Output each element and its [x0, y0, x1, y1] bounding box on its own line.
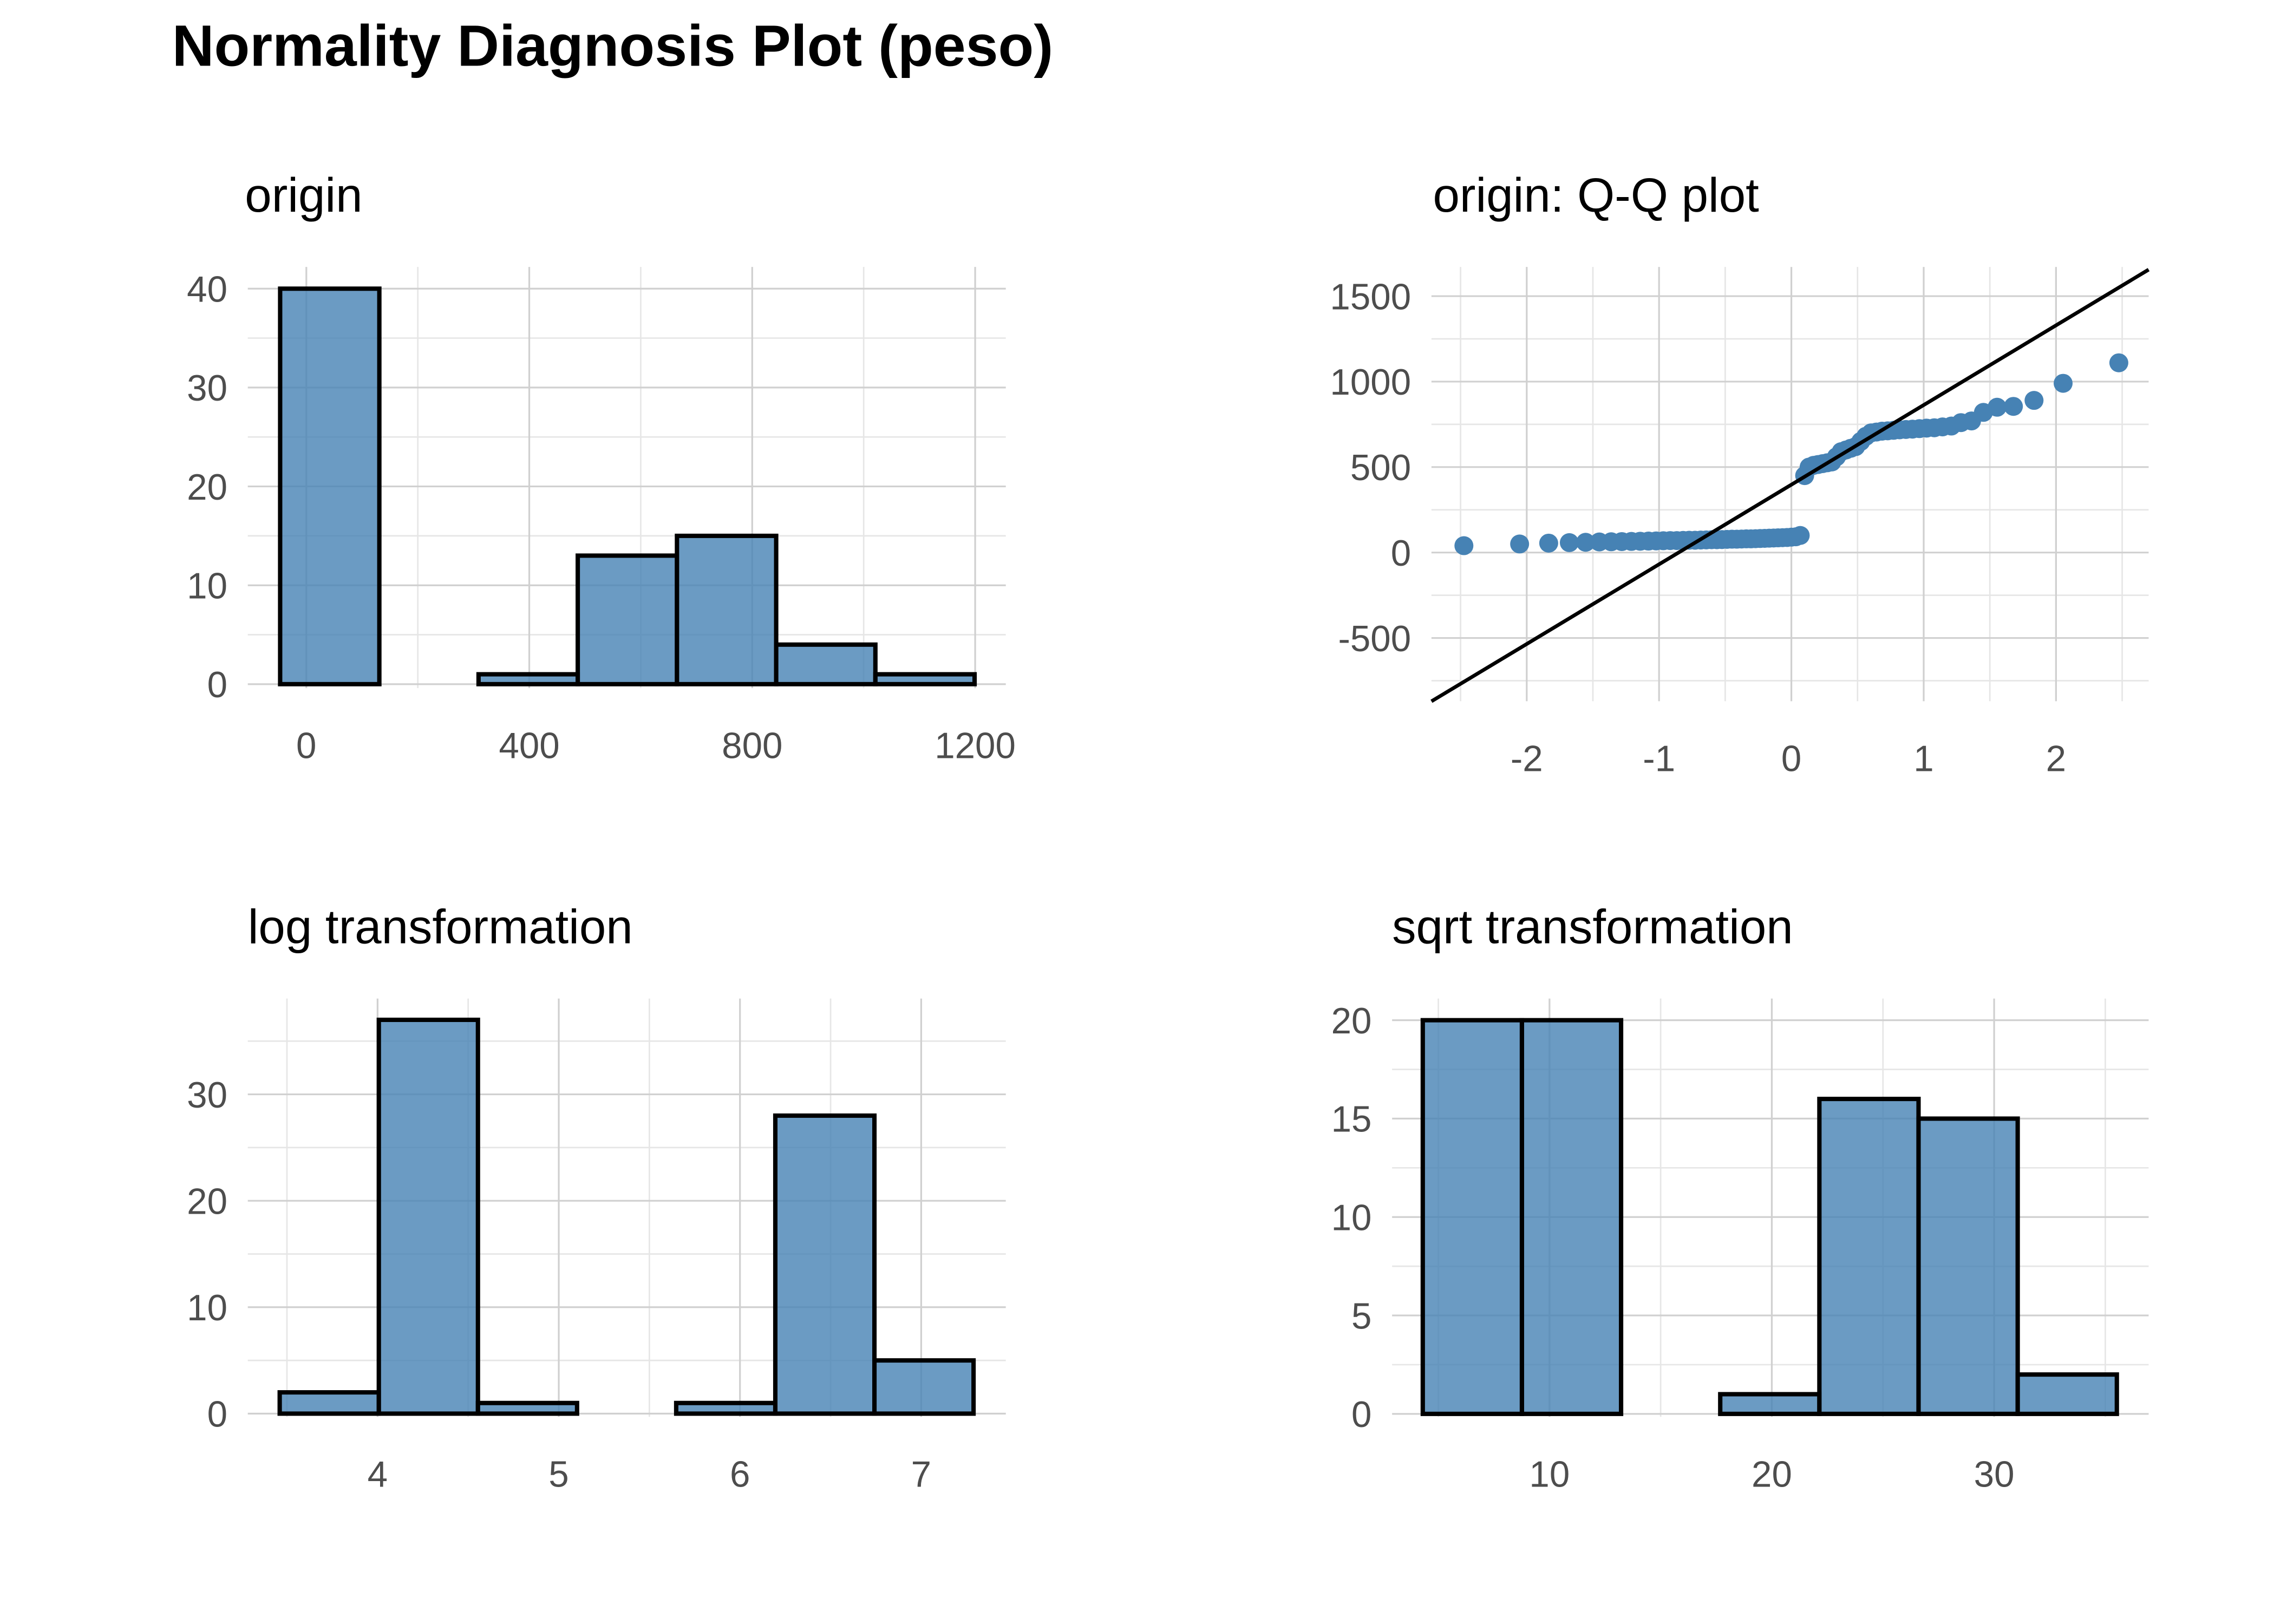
panel-title: origin: [245, 168, 362, 222]
panel-2: log transformation 4 5 6 7 0 10 20 30: [187, 900, 1006, 1495]
panel-1: origin: Q-Q plot -2 -1 0 1 2 -500 0 500 1000 1500: [1330, 168, 2150, 780]
histogram-bar: [675, 533, 779, 686]
histogram-bar: [376, 1017, 480, 1416]
panel-3: sqrt transformation 10 20 30 0 5 10 15 20: [1331, 900, 2149, 1495]
qq-point: [1559, 533, 1579, 552]
histogram-bar: [674, 1400, 778, 1416]
histogram-bar: [1916, 1116, 2020, 1416]
qq-point: [1510, 534, 1530, 554]
y-tick-label: 0: [207, 665, 227, 705]
qq-point: [1988, 397, 2007, 417]
y-tick-label: -500: [1338, 619, 1411, 659]
histogram-bar: [1420, 1018, 1524, 1416]
qq-point: [1539, 533, 1558, 553]
y-tick-label: 1500: [1330, 277, 1411, 317]
x-tick-label: 4: [368, 1455, 388, 1495]
panel-title: sqrt transformation: [1392, 900, 1793, 953]
x-tick-label: 5: [548, 1455, 568, 1495]
y-tick-label: 5: [1351, 1296, 1371, 1337]
panel-title: origin: Q-Q plot: [1433, 168, 1760, 222]
histogram-bar: [774, 642, 878, 686]
x-tick-label: 0: [296, 725, 316, 766]
qq-reference-line: [1430, 268, 2150, 703]
histogram-bar: [278, 286, 382, 686]
qq-point: [1454, 536, 1474, 555]
y-tick-label: 0: [207, 1394, 227, 1435]
histogram-bar: [873, 672, 977, 686]
x-tick-label: 1200: [935, 725, 1016, 766]
y-tick-label: 1000: [1330, 362, 1411, 403]
x-tick-label: 0: [1781, 739, 1801, 780]
panel-title: log transformation: [248, 900, 633, 953]
qq-point: [2054, 374, 2073, 393]
histogram-bar: [277, 1390, 381, 1416]
y-tick-label: 0: [1351, 1394, 1371, 1435]
histogram-bar: [1817, 1097, 1921, 1416]
y-tick-label: 15: [1331, 1099, 1372, 1140]
x-tick-label: 6: [730, 1455, 750, 1495]
histogram-bar: [872, 1358, 976, 1416]
y-tick-label: 0: [1391, 533, 1411, 574]
histogram-bar: [773, 1113, 877, 1416]
qq-point: [1791, 526, 1810, 545]
x-tick-label: 1: [1913, 739, 1933, 780]
y-tick-label: 20: [1331, 1001, 1372, 1042]
histogram-bar: [1718, 1392, 1822, 1416]
main-title: Normality Diagnosis Plot (peso): [172, 14, 1054, 78]
y-tick-label: 10: [1331, 1197, 1372, 1238]
qq-point: [2004, 397, 2023, 416]
x-tick-label: 30: [1974, 1455, 2015, 1495]
histogram-bar: [475, 1400, 579, 1416]
x-tick-label: 400: [499, 725, 559, 766]
qq-point: [2109, 353, 2128, 372]
x-tick-label: -1: [1643, 739, 1675, 780]
y-tick-label: 30: [187, 1075, 227, 1116]
x-tick-label: 800: [722, 725, 782, 766]
y-tick-label: 10: [187, 1288, 227, 1328]
x-tick-label: 2: [2046, 739, 2066, 780]
histogram-bar: [576, 553, 679, 686]
histogram-bar: [1519, 1018, 1624, 1416]
panel-0: origin 0 400 800 1200 0 10 20 30 40: [187, 168, 1016, 767]
x-tick-label: 10: [1529, 1455, 1570, 1495]
y-tick-label: 20: [187, 1181, 227, 1222]
y-tick-label: 20: [187, 467, 227, 508]
x-tick-label: 20: [1752, 1455, 1792, 1495]
qq-point: [2024, 391, 2044, 410]
x-tick-label: -2: [1511, 739, 1543, 780]
histogram-bar: [476, 672, 580, 686]
y-tick-label: 40: [187, 269, 227, 310]
histogram-bar: [2015, 1372, 2119, 1416]
x-tick-label: 7: [911, 1455, 931, 1495]
y-tick-label: 10: [187, 566, 227, 606]
y-tick-label: 500: [1350, 448, 1411, 488]
y-tick-label: 30: [187, 368, 227, 409]
qq-point: [1576, 533, 1596, 552]
